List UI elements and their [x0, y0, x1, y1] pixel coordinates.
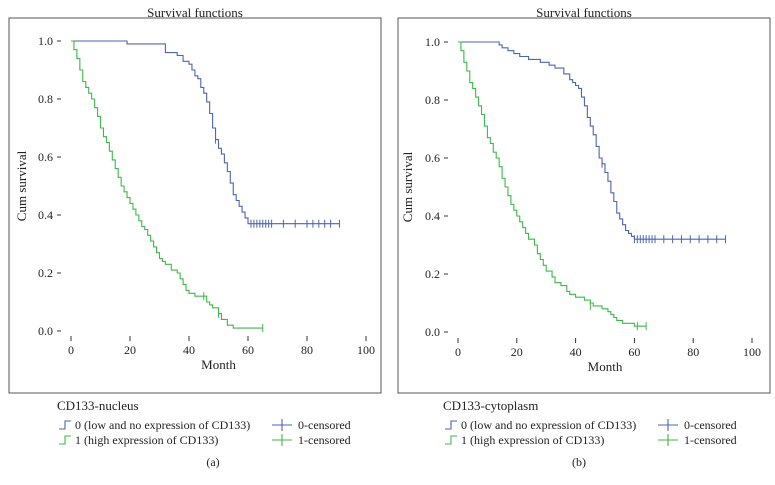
x-tick-label: 20 — [124, 343, 136, 357]
survival-curve-1 — [458, 41, 647, 327]
legend-swatch-s0 — [445, 420, 457, 430]
survival-curve-0 — [71, 40, 340, 225]
x-tick-label: 80 — [301, 343, 313, 357]
panel-a: Survival functions 0 20 40 60 80 100 0.0 0.2 0.4 0… — [8, 5, 382, 469]
legend-label-c0: 0-censored — [684, 418, 737, 432]
x-tick-label: 40 — [570, 345, 582, 359]
y-axis-label: Cum survival — [14, 150, 29, 221]
y-tick-label: 0.6 — [38, 150, 53, 164]
panel-label: (a) — [206, 455, 219, 469]
survival-curve-0 — [458, 41, 726, 240]
y-tick-label: 0.4 — [425, 209, 440, 223]
x-tick-label: 60 — [628, 345, 640, 359]
y-axis-label: Cum survival — [400, 151, 415, 222]
legend-label-s1: 1 (high expression of CD133) — [75, 433, 218, 447]
panel-b: Survival functions 0 20 40 60 80 100 0.0 0.2 0.4 0… — [397, 5, 771, 469]
y-tick-label: 0.6 — [425, 151, 440, 165]
legend-swatch-s0 — [59, 420, 71, 430]
panel-label: (b) — [572, 455, 586, 469]
legend-label-c0: 0-censored — [298, 418, 351, 432]
legend-label-c1: 1-censored — [298, 433, 351, 447]
x-tick-label: 0 — [455, 345, 461, 359]
legend-swatch-s1 — [445, 435, 457, 445]
plot-frame — [8, 17, 382, 394]
y-tick-label: 0.8 — [425, 93, 440, 107]
y-tick-label: 1.0 — [425, 35, 440, 49]
legend-swatch-s1 — [59, 435, 71, 445]
x-tick-label: 0 — [68, 343, 74, 357]
legend-label-s0: 0 (low and no expression of CD133) — [75, 418, 250, 432]
legend-label-c1: 1-censored — [684, 433, 737, 447]
x-axis-label: Month — [588, 359, 623, 374]
legend: CD133-nucleus 0 (low and no expression of… — [57, 398, 351, 447]
chart-title: Survival functions — [536, 5, 632, 20]
y-tick-label: 0.2 — [425, 267, 440, 281]
y-tick-label: 1.0 — [38, 34, 53, 48]
survival-curve-1 — [71, 40, 263, 329]
x-tick-label: 100 — [357, 343, 375, 357]
y-tick-label: 0.0 — [38, 324, 53, 338]
y-tick-label: 0.0 — [425, 325, 440, 339]
x-tick-label: 20 — [511, 345, 523, 359]
y-tick-label: 0.2 — [38, 266, 53, 280]
y-tick-label: 0.4 — [38, 208, 53, 222]
x-axis-label: Month — [201, 357, 236, 372]
x-tick-label: 60 — [242, 343, 254, 357]
legend-title: CD133-nucleus — [57, 398, 139, 413]
x-tick-label: 100 — [743, 345, 761, 359]
legend-label-s1: 1 (high expression of CD133) — [461, 433, 604, 447]
legend: CD133-cytoplasm 0 (low and no expression … — [443, 398, 737, 447]
legend-title: CD133-cytoplasm — [443, 398, 538, 413]
x-tick-label: 80 — [687, 345, 699, 359]
x-tick-label: 40 — [183, 343, 195, 357]
chart-title: Survival functions — [147, 5, 243, 20]
y-tick-label: 0.8 — [38, 92, 53, 106]
plot-frame — [397, 17, 771, 394]
legend-label-s0: 0 (low and no expression of CD133) — [461, 418, 636, 432]
